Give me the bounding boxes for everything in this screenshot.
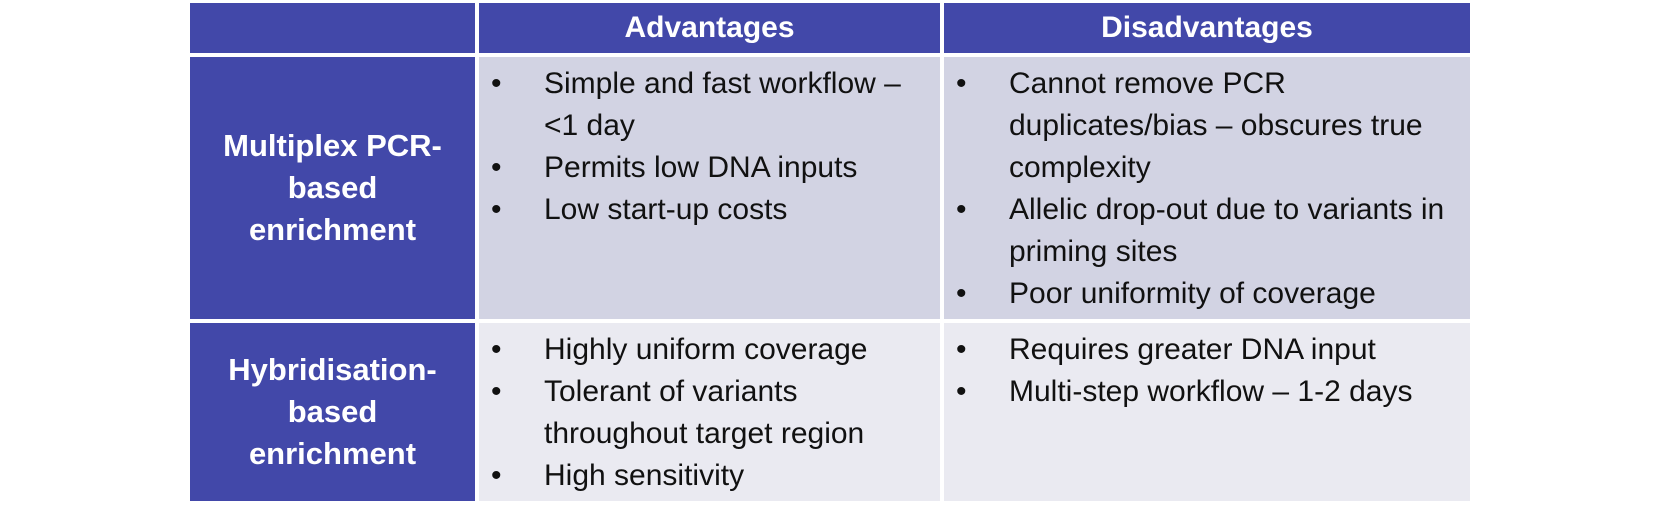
advantages-list: • Highly uniform coverage • Tolerant of va…: [479, 323, 940, 497]
list-item: • Allelic drop-out due to variants in pri…: [944, 189, 1462, 273]
comparison-table: Advantages Disadvantages Multiplex PCR-b…: [190, 3, 1471, 501]
bullet-icon: •: [956, 67, 967, 100]
row-label-text: Hybridisation-based enrichment: [228, 352, 437, 471]
disadvantages-list: • Requires greater DNA input • Multi-step …: [944, 323, 1470, 413]
list-item: • Poor uniformity of coverage: [944, 273, 1462, 315]
bullet-icon: •: [956, 277, 967, 310]
cell-hybridisation-disadvantages: • Requires greater DNA input • Multi-step …: [944, 323, 1470, 501]
list-item-text: Multi-step workflow – 1-2 days: [1009, 375, 1413, 408]
bullet-icon: •: [491, 333, 502, 366]
list-item: • Cannot remove PCR duplicates/bias – obs…: [944, 63, 1462, 189]
list-item-text: Low start-up costs: [544, 193, 788, 226]
list-item-text: Poor uniformity of coverage: [1009, 277, 1376, 310]
advantages-list: • Simple and fast workflow – <1 day • Perm…: [479, 57, 940, 231]
list-item: • Requires greater DNA input: [944, 329, 1462, 371]
header-advantages: Advantages: [479, 3, 940, 53]
list-item-text: Allelic drop-out due to variants in prim…: [1009, 193, 1445, 268]
bullet-icon: •: [956, 193, 967, 226]
cell-hybridisation-advantages: • Highly uniform coverage • Tolerant of va…: [479, 323, 940, 501]
list-item: • Low start-up costs: [479, 189, 932, 231]
bullet-icon: •: [491, 67, 502, 100]
list-item: • Tolerant of variants throughout target …: [479, 371, 932, 455]
bullet-icon: •: [956, 333, 967, 366]
cell-multiplex-disadvantages: • Cannot remove PCR duplicates/bias – obs…: [944, 57, 1470, 319]
header-corner: [190, 3, 475, 53]
list-item-text: High sensitivity: [544, 459, 745, 492]
row-label-multiplex-pcr: Multiplex PCR-based enrichment: [190, 57, 475, 319]
list-item-text: Simple and fast workflow – <1 day: [544, 67, 901, 142]
list-item-text: Tolerant of variants throughout target r…: [544, 375, 865, 450]
list-item: • Multi-step workflow – 1-2 days: [944, 371, 1462, 413]
list-item: • Permits low DNA inputs: [479, 147, 932, 189]
bullet-icon: •: [491, 193, 502, 226]
list-item-text: Highly uniform coverage: [544, 333, 868, 366]
cell-multiplex-advantages: • Simple and fast workflow – <1 day • Perm…: [479, 57, 940, 319]
header-disadvantages: Disadvantages: [944, 3, 1470, 53]
row-label-text: Multiplex PCR-based enrichment: [223, 128, 442, 247]
list-item-text: Cannot remove PCR duplicates/bias – obsc…: [1009, 67, 1423, 184]
list-item-text: Requires greater DNA input: [1009, 333, 1376, 366]
list-item-text: Permits low DNA inputs: [544, 151, 858, 184]
bullet-icon: •: [491, 151, 502, 184]
bullet-icon: •: [491, 375, 502, 408]
disadvantages-list: • Cannot remove PCR duplicates/bias – obs…: [944, 57, 1470, 315]
bullet-icon: •: [491, 459, 502, 492]
list-item: • Highly uniform coverage: [479, 329, 932, 371]
list-item: • High sensitivity: [479, 455, 932, 497]
list-item: • Simple and fast workflow – <1 day: [479, 63, 932, 147]
bullet-icon: •: [956, 375, 967, 408]
row-label-hybridisation: Hybridisation-based enrichment: [190, 323, 475, 501]
